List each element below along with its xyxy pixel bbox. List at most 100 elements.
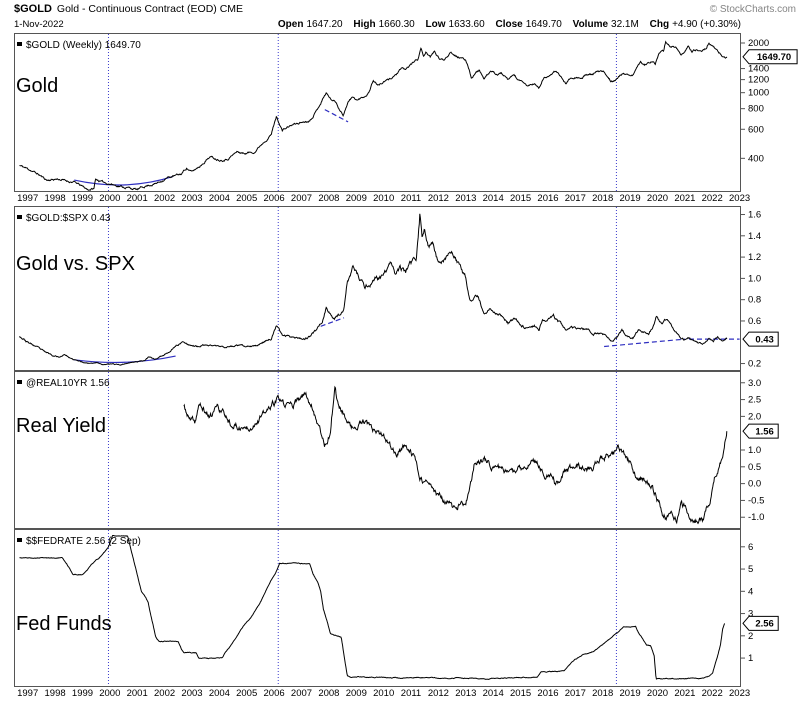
- year-label: 2007: [290, 193, 313, 204]
- year-label: 1997: [17, 193, 39, 204]
- panel-border: [14, 206, 741, 371]
- year-label: 2010: [373, 193, 395, 204]
- year-label: 2022: [701, 193, 723, 204]
- price-tag: [742, 615, 779, 631]
- y-tick-label: 600: [748, 124, 764, 135]
- year-label: 2014: [482, 688, 504, 699]
- high-value: 1660.30: [378, 19, 415, 30]
- year-label: 2015: [510, 688, 532, 699]
- year-label: 2000: [99, 193, 121, 204]
- y-tick-label: -1.0: [748, 512, 764, 523]
- low-label: Low: [425, 19, 446, 30]
- year-label: 2006: [263, 688, 285, 699]
- annotation-segment: [320, 317, 345, 327]
- year-label: 2002: [154, 193, 176, 204]
- y-tick-label: 1200: [748, 75, 769, 86]
- year-label: 2001: [126, 688, 148, 699]
- year-label: 2008: [318, 688, 340, 699]
- year-label: 2009: [345, 193, 367, 204]
- legend-swatch: [17, 42, 22, 46]
- legend-swatch: [17, 538, 22, 542]
- panel-border: [14, 33, 741, 192]
- year-label: 2005: [236, 688, 258, 699]
- year-label: 2010: [373, 688, 395, 699]
- y-tick-label: 0.8: [748, 295, 761, 306]
- volume-value: 32.1M: [611, 19, 639, 30]
- y-tick-label: 5: [748, 564, 753, 575]
- y-tick-label: 1.6: [748, 210, 761, 221]
- y-tick-label: 0.0: [748, 479, 761, 490]
- year-label: 2015: [510, 193, 532, 204]
- year-label: 2006: [263, 193, 285, 204]
- y-tick-label: 3.0: [748, 378, 761, 389]
- price-line: [19, 535, 726, 681]
- fed-funds-panel: 2.56 6 5 4 3 2 1 $$FEDRATE 2.56 (2 Sep) Fed Fund…: [14, 529, 779, 687]
- y-tick-label: 1.0: [748, 445, 761, 456]
- y-tick-label: 0.2: [748, 359, 761, 370]
- annotation-curve: [74, 355, 176, 364]
- y-tick-label: 2: [748, 631, 753, 642]
- symbol-description: Gold - Continuous Contract (EOD) CME: [56, 3, 244, 15]
- annotation-curve: [74, 176, 173, 186]
- price-tag-text: 1649.70: [757, 52, 791, 63]
- year-label: 2020: [646, 688, 669, 699]
- year-label: 2013: [455, 688, 477, 699]
- y-tick-label: 1: [748, 653, 753, 664]
- close-label: Close: [495, 19, 523, 30]
- year-label: 1999: [71, 688, 94, 699]
- year-label: 2004: [208, 688, 230, 699]
- panel-title: Real Yield: [16, 415, 106, 437]
- year-label: 2002: [154, 688, 176, 699]
- year-label: 2007: [290, 688, 313, 699]
- year-label: 2000: [99, 688, 121, 699]
- year-label: 2020: [646, 193, 669, 204]
- y-tick-label: 1.4: [748, 231, 761, 242]
- y-tick-label: 0.5: [748, 462, 761, 473]
- open-label: Open: [277, 19, 304, 30]
- real-yield-panel: 1.56 3.0 2.5 2.0 1.0 0.5 0.0 -0.5 -1.0 @REAL10YR …: [14, 371, 779, 529]
- quote-row: 1-Nov-2022 Open 1647.20 High 1660.30 Low 16…: [14, 19, 741, 30]
- year-label: 2017: [564, 688, 586, 699]
- y-tick-label: 400: [748, 153, 764, 164]
- panel-background: [14, 529, 741, 687]
- year-label: 2003: [181, 688, 203, 699]
- legend-label: $GOLD:$SPX 0.43: [26, 213, 111, 224]
- chg-label: Chg: [649, 19, 670, 30]
- price-tag: [742, 423, 779, 439]
- volume-label: Volume: [572, 19, 609, 30]
- year-label: 2016: [537, 193, 559, 204]
- annotation-segment: [604, 338, 685, 348]
- panel-title: Fed Funds: [16, 613, 112, 635]
- close-value: 1649.70: [525, 19, 562, 30]
- year-label: 2018: [592, 688, 614, 699]
- year-label: 2004: [208, 193, 230, 204]
- y-tick-label: 2.5: [748, 395, 761, 406]
- year-label: 2022: [701, 688, 723, 699]
- y-tick-label: -0.5: [748, 495, 764, 506]
- panel-background: [14, 33, 741, 192]
- y-tick-label: 1.2: [748, 252, 761, 263]
- year-label: 1998: [44, 688, 66, 699]
- year-label: 2005: [236, 193, 258, 204]
- quote-strip: Open 1647.20 High 1660.30 Low 1633.60 Close…: [270, 19, 741, 30]
- gold-spx-ratio-panel: 0.43 1.6 1.4 1.2 1.0 0.8 0.6 0.2 $GOLD:$SPX 0.43…: [14, 206, 779, 371]
- year-label: 2012: [427, 688, 449, 699]
- year-label: 2008: [318, 193, 340, 204]
- price-line: [19, 40, 728, 191]
- year-label: 2013: [455, 193, 477, 204]
- year-label: 1998: [44, 193, 66, 204]
- year-label: 2003: [181, 193, 203, 204]
- panel-border: [14, 371, 741, 529]
- legend-label: @REAL10YR 1.56: [26, 378, 110, 389]
- year-label: 2009: [345, 688, 367, 699]
- panel-title: Gold vs. SPX: [16, 253, 135, 275]
- year-label: 2023: [729, 688, 751, 699]
- year-label: 2011: [400, 193, 422, 204]
- year-label: 2014: [482, 193, 504, 204]
- legend-label: $$FEDRATE 2.56 (2 Sep): [26, 536, 141, 547]
- panel-title: Gold: [16, 75, 58, 97]
- year-label: 2021: [674, 193, 696, 204]
- price-tag-text: 1.56: [755, 426, 774, 437]
- year-label: 2001: [126, 193, 148, 204]
